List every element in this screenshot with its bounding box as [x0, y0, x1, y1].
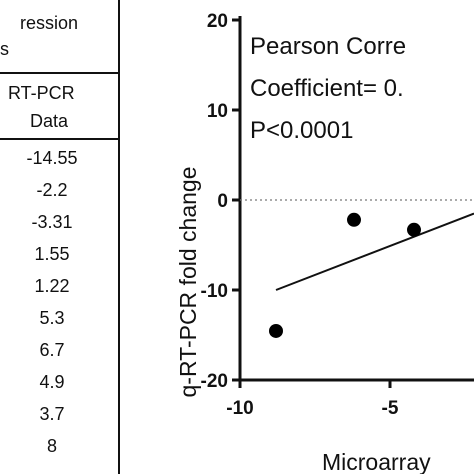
column-header-line1: RT-PCR	[8, 83, 75, 103]
y-axis-label: q-RT-PCR fold change	[175, 167, 201, 398]
y-tick-label: -10	[201, 281, 228, 302]
data-point	[269, 323, 283, 338]
y-tick-label: -20	[201, 371, 228, 392]
regression-line	[275, 212, 474, 291]
column-header-line2: Data	[30, 111, 69, 131]
annotation-line: P<0.0001	[250, 117, 353, 144]
table-cell: 1.55	[34, 244, 70, 264]
data-point	[407, 222, 421, 237]
data-point	[347, 212, 361, 227]
table-cell: -14.55	[26, 148, 78, 168]
y-tick-label: 10	[207, 101, 228, 122]
annotation-line: Coefficient= 0.	[250, 75, 404, 102]
table-cell: -3.31	[31, 212, 73, 232]
table-cell: 8	[46, 436, 57, 456]
table-rule	[0, 138, 118, 140]
table-right-border	[118, 0, 120, 474]
table-cell: 6.7	[39, 340, 65, 360]
data-table: ression s RT-PCR Data -14.55 -2.2 -3.31 …	[0, 0, 128, 474]
table-group-header-continued: s	[0, 39, 9, 59]
x-axis-label: Microarray	[322, 449, 431, 474]
table-cell: 4.9	[39, 372, 65, 392]
y-tick-label: 0	[217, 191, 228, 212]
y-tick-label: 20	[207, 11, 228, 32]
table-group-header: ression	[20, 13, 79, 33]
table-cell: 3.7	[39, 404, 65, 424]
table-rule	[0, 72, 118, 74]
x-tick-label: -5	[382, 398, 399, 419]
table-cell: -2.2	[36, 180, 68, 200]
x-tick-label: -10	[226, 398, 253, 419]
pearson-annotation: Pearson Corre Coefficient= 0. P<0.0001	[250, 33, 406, 144]
table-cell: 1.22	[34, 276, 70, 296]
table-cell: 5.3	[39, 308, 65, 328]
annotation-line: Pearson Corre	[250, 33, 406, 60]
